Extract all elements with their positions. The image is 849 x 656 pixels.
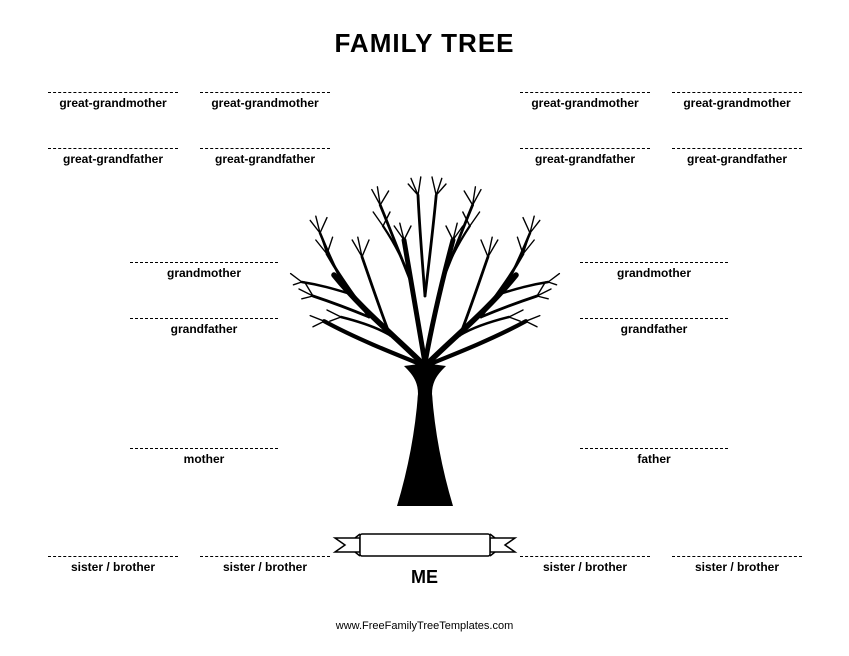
slot-label: great-grandmother — [520, 93, 650, 110]
slot-label: great-grandfather — [48, 149, 178, 166]
slot-label: sister / brother — [672, 557, 802, 574]
slot-label: sister / brother — [520, 557, 650, 574]
page-title: FAMILY TREE — [0, 28, 849, 59]
slot-sib-2: sister / brother — [200, 556, 330, 574]
slot-gm-2: grandmother — [580, 262, 728, 280]
slot-gf-1: grandfather — [130, 318, 278, 336]
slot-sib-1: sister / brother — [48, 556, 178, 574]
slot-label: great-grandfather — [200, 149, 330, 166]
slot-label: great-grandmother — [48, 93, 178, 110]
slot-ggf-4: great-grandfather — [672, 148, 802, 166]
slot-label: sister / brother — [48, 557, 178, 574]
slot-label: grandmother — [130, 263, 278, 280]
slot-label: father — [580, 449, 728, 466]
slot-label: grandmother — [580, 263, 728, 280]
slot-ggm-2: great-grandmother — [200, 92, 330, 110]
slot-ggf-3: great-grandfather — [520, 148, 650, 166]
slot-gm-1: grandmother — [130, 262, 278, 280]
slot-label: great-grandfather — [672, 149, 802, 166]
slot-ggf-2: great-grandfather — [200, 148, 330, 166]
slot-ggf-1: great-grandfather — [48, 148, 178, 166]
slot-ggm-4: great-grandmother — [672, 92, 802, 110]
ribbon-banner-icon — [325, 530, 525, 560]
tree-illustration — [285, 168, 565, 508]
footer-url: www.FreeFamilyTreeTemplates.com — [0, 620, 849, 632]
slot-sib-3: sister / brother — [520, 556, 650, 574]
slot-ggm-3: great-grandmother — [520, 92, 650, 110]
slot-label: mother — [130, 449, 278, 466]
slot-label: great-grandmother — [200, 93, 330, 110]
slot-gf-2: grandfather — [580, 318, 728, 336]
me-label: ME — [325, 567, 525, 588]
slot-label: grandfather — [130, 319, 278, 336]
slot-label: great-grandfather — [520, 149, 650, 166]
slot-father: father — [580, 448, 728, 466]
me-banner: ME — [325, 530, 525, 588]
slot-sib-4: sister / brother — [672, 556, 802, 574]
slot-mother: mother — [130, 448, 278, 466]
slot-ggm-1: great-grandmother — [48, 92, 178, 110]
slot-label: great-grandmother — [672, 93, 802, 110]
slot-label: sister / brother — [200, 557, 330, 574]
slot-label: grandfather — [580, 319, 728, 336]
